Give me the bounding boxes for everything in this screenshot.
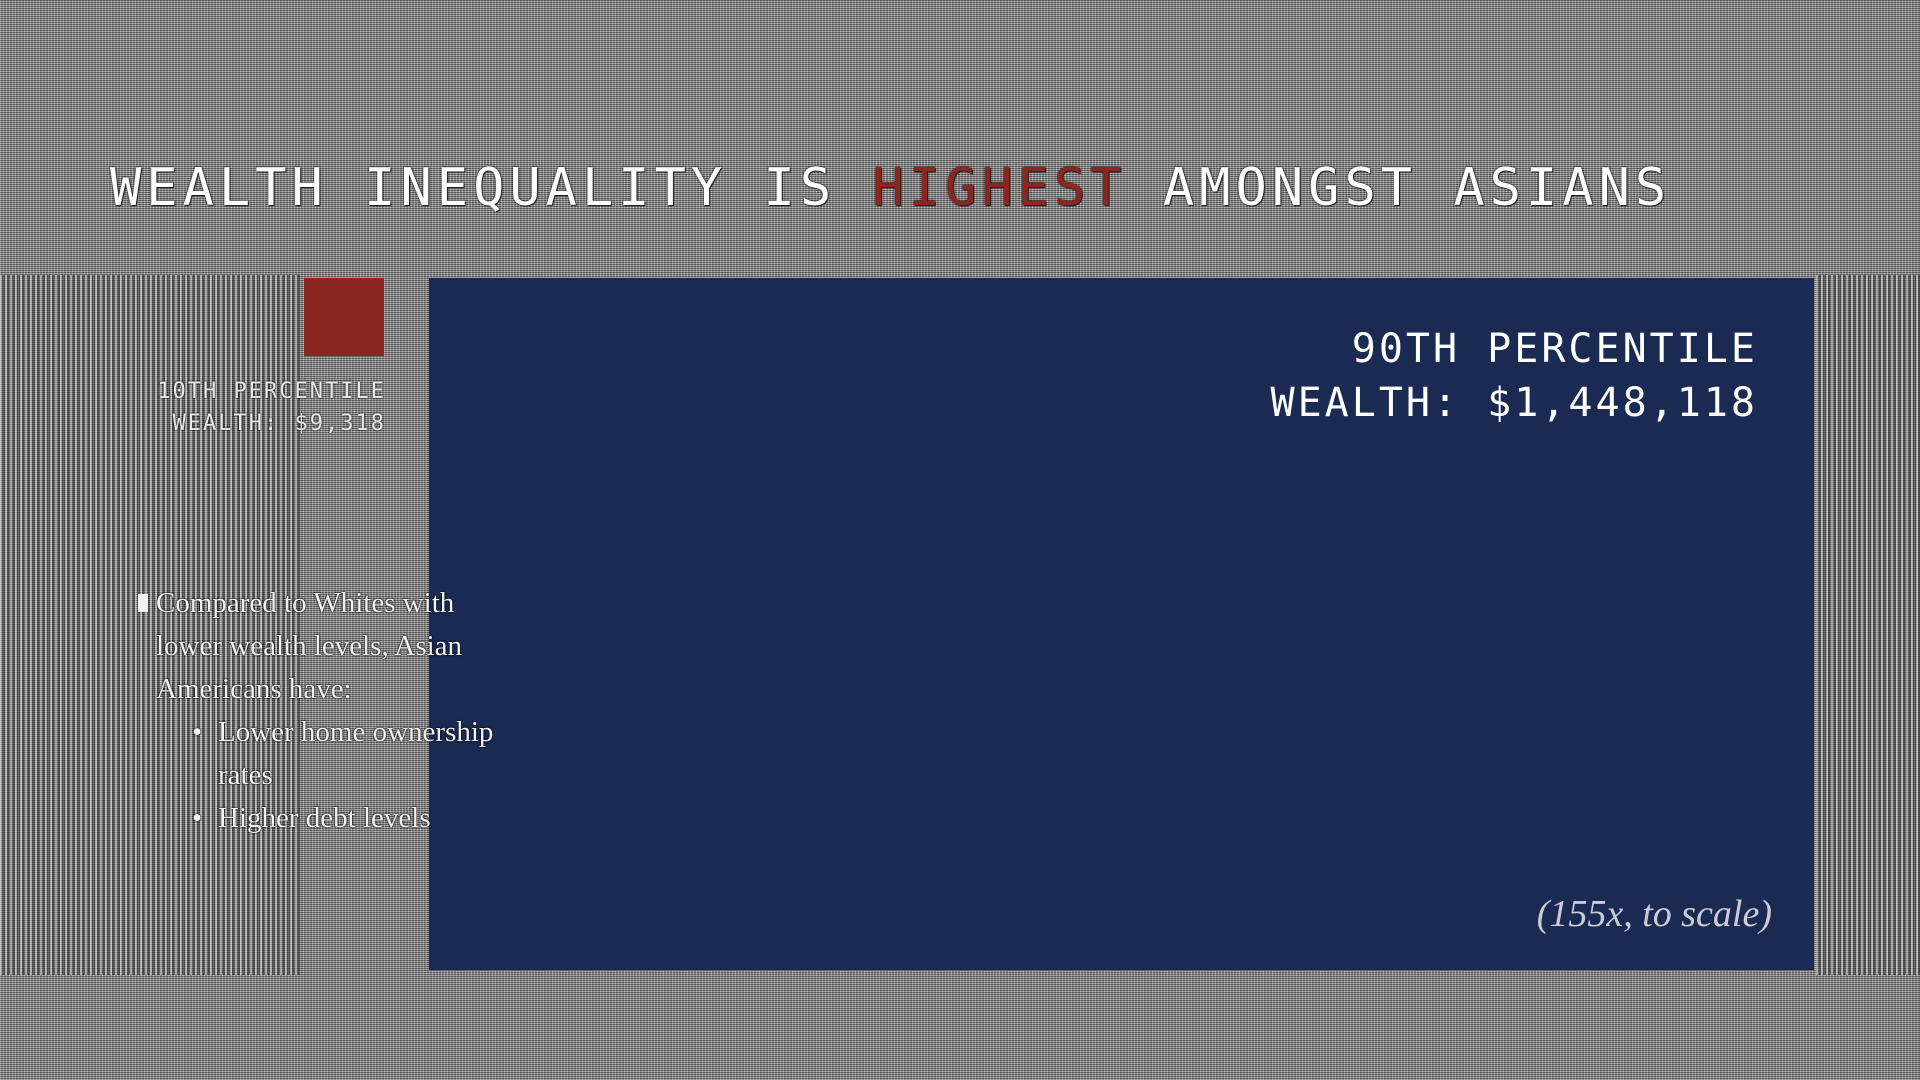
tenth-percentile-label-line2: WEALTH: $9,318 bbox=[172, 411, 386, 436]
title-text-end: AMONGST ASIANS bbox=[1126, 158, 1672, 218]
ninetieth-percentile-label: 90TH PERCENTILE WEALTH: $1,448,118 bbox=[1271, 322, 1758, 430]
ninetieth-percentile-panel: 90TH PERCENTILE WEALTH: $1,448,118 (155x… bbox=[429, 278, 1814, 970]
right-noise-strip bbox=[1816, 275, 1920, 975]
tenth-percentile-label: 10TH PERCENTILE WEALTH: $9,318 bbox=[80, 376, 386, 440]
bullet-intro-text: Compared to Whites with lower wealth lev… bbox=[156, 587, 463, 705]
left-noise-strip bbox=[0, 275, 300, 975]
bullet-list: Compared to Whites with lower wealth lev… bbox=[132, 582, 512, 840]
ninetieth-percentile-label-line2: WEALTH: $1,448,118 bbox=[1270, 380, 1758, 426]
sub-bullet-item: Higher debt levels bbox=[186, 797, 512, 840]
ninetieth-percentile-label-line1: 90TH PERCENTILE bbox=[1351, 326, 1758, 372]
tenth-percentile-label-line1: 10TH PERCENTILE bbox=[157, 379, 386, 404]
bullet-intro: Compared to Whites with lower wealth lev… bbox=[132, 582, 512, 840]
slide-title: WEALTH INEQUALITY IS HIGHEST AMONGST ASI… bbox=[110, 158, 1810, 218]
title-highlight-word: HIGHEST bbox=[872, 158, 1127, 218]
title-text-start: WEALTH INEQUALITY IS bbox=[110, 158, 873, 218]
scale-note: (155x, to scale) bbox=[1536, 893, 1772, 935]
tenth-percentile-square bbox=[304, 278, 384, 356]
sub-bullet-item: Lower home ownership rates bbox=[186, 711, 512, 797]
